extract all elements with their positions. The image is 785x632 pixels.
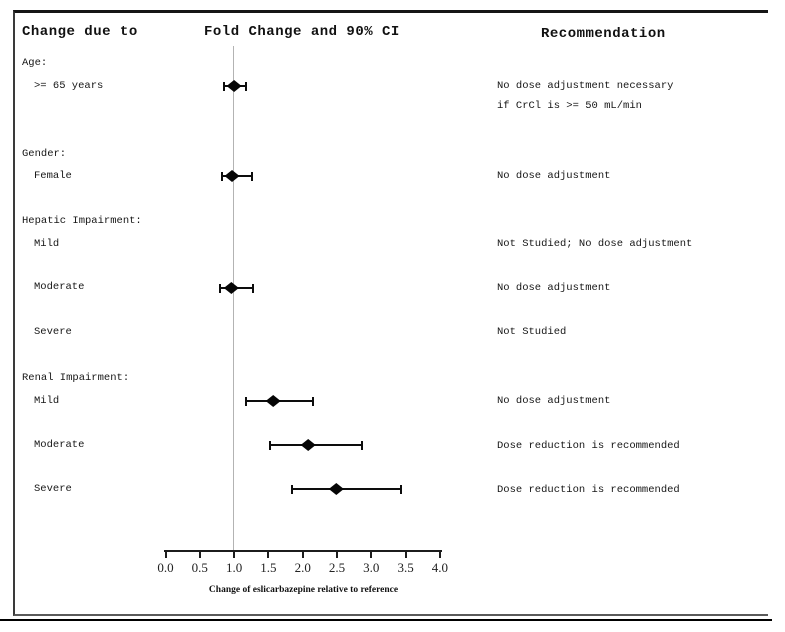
point-estimate-renal_mild [265,395,281,407]
recommendation-renal_severe: Dose reduction is recommended [497,484,680,496]
recommendation-age_ge65: No dose adjustment necessary [497,80,674,92]
row-label-renal_severe: Severe [34,483,72,495]
ci-cap-high-renal_severe [400,484,403,494]
recommendation-hepatic_severe: Not Studied [497,326,567,338]
x-axis-tick-label: 2.0 [294,560,311,575]
ci-cap-low-renal_moderate [269,440,272,450]
recommendation-renal_mild: No dose adjustment [497,395,611,407]
ci-cap-low-age_ge65 [222,81,225,91]
recommendation-hepatic_moderate: No dose adjustment [497,282,611,294]
ci-cap-low-gender_female [220,171,223,181]
point-estimate-gender_female [224,170,240,182]
x-axis-tick [301,551,304,558]
ci-cap-low-renal_mild [244,396,247,406]
x-axis-tick-label: 0.5 [191,560,208,575]
x-axis-tick [438,551,441,558]
x-axis-caption: Change of eslicarbazepine relative to re… [208,585,399,595]
x-axis-tick [404,551,407,558]
row-label-renal_mild: Mild [34,395,60,407]
ci-cap-high-renal_mild [311,396,314,406]
recommendation-hepatic_mild: Not Studied; No dose adjustment [497,238,693,250]
x-axis-tick [233,551,236,558]
x-axis-tick-label: 2.5 [328,560,346,575]
row-label-age_ge65: >= 65 years [34,80,104,92]
point-estimate-renal_moderate [300,439,316,451]
ci-cap-high-gender_female [250,171,253,181]
figure-frame [13,10,768,616]
recommendation-age_ge65: if CrCl is >= 50 mL/min [497,100,642,112]
x-axis-tick-label: 1.0 [225,560,243,575]
x-axis-tick-label: 1.5 [260,560,277,575]
section-label: Age: [22,57,48,69]
document-horizontal-rule [0,619,772,621]
ci-cap-low-hepatic_moderate [219,283,222,293]
x-axis-tick-label: 0.0 [157,560,174,575]
section-label: Hepatic Impairment: [22,215,142,227]
x-axis-tick-label: 4.0 [431,560,449,575]
ci-whisker-renal_severe [291,488,402,490]
column-header-fold-change: Fold Change and 90% CI [204,24,400,40]
ci-cap-high-hepatic_moderate [251,283,254,293]
reference-line-1.0 [233,46,234,550]
ci-cap-high-age_ge65 [245,81,248,91]
point-estimate-renal_severe [328,483,344,495]
point-estimate-age_ge65 [226,80,242,92]
x-axis-tick [267,551,270,558]
x-axis-tick-label: 3.5 [397,560,414,575]
recommendation-gender_female: No dose adjustment [497,170,611,182]
x-axis-tick [370,551,373,558]
row-label-gender_female: Female [34,170,72,182]
recommendation-renal_moderate: Dose reduction is recommended [497,440,680,452]
column-header-recommendation: Recommendation [541,26,666,42]
section-label: Renal Impairment: [22,372,130,384]
ci-cap-low-renal_severe [290,484,293,494]
ci-whisker-renal_moderate [270,444,362,446]
ci-cap-high-renal_moderate [360,440,363,450]
row-label-hepatic_mild: Mild [34,238,60,250]
column-header-change-due-to: Change due to [22,24,138,40]
row-label-hepatic_severe: Severe [34,326,72,338]
section-label: Gender: [22,148,67,160]
row-label-hepatic_moderate: Moderate [34,281,85,293]
row-label-renal_moderate: Moderate [34,439,85,451]
x-axis-tick-label: 3.0 [363,560,380,575]
x-axis-tick [198,551,201,558]
x-axis-tick [336,551,338,558]
point-estimate-hepatic_moderate [223,282,239,294]
x-axis-tick [164,551,167,558]
